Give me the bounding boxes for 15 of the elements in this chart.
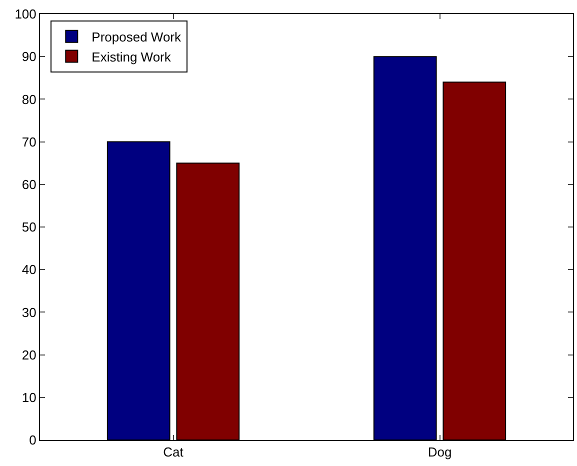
y-tick-label: 0 — [29, 432, 36, 448]
y-tick-label: 20 — [22, 347, 36, 362]
x-tick-label: Cat — [163, 444, 184, 460]
y-tick-label: 100 — [14, 6, 36, 22]
y-tick-label: 60 — [22, 176, 36, 192]
y-tick-label: 80 — [22, 92, 36, 107]
legend-label: Proposed Work — [92, 29, 182, 44]
y-tick-label: 30 — [22, 304, 36, 320]
y-tick-label: 70 — [22, 134, 36, 150]
y-tick-label: 90 — [22, 49, 36, 64]
y-tick-label: 40 — [22, 262, 36, 278]
y-tick-label: 10 — [22, 390, 36, 405]
y-tick-label: 50 — [22, 220, 36, 235]
legend-label: Existing Work — [92, 49, 172, 64]
x-tick-label: Dog — [428, 444, 452, 460]
